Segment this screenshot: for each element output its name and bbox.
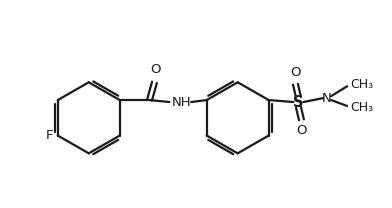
Text: NH: NH	[171, 95, 191, 109]
Text: CH₃: CH₃	[350, 102, 373, 114]
Text: O: O	[296, 124, 307, 137]
Text: S: S	[293, 94, 304, 110]
Text: O: O	[150, 63, 161, 76]
Text: O: O	[290, 66, 301, 79]
Text: F: F	[45, 129, 53, 142]
Text: N: N	[321, 92, 331, 105]
Text: CH₃: CH₃	[350, 78, 373, 91]
